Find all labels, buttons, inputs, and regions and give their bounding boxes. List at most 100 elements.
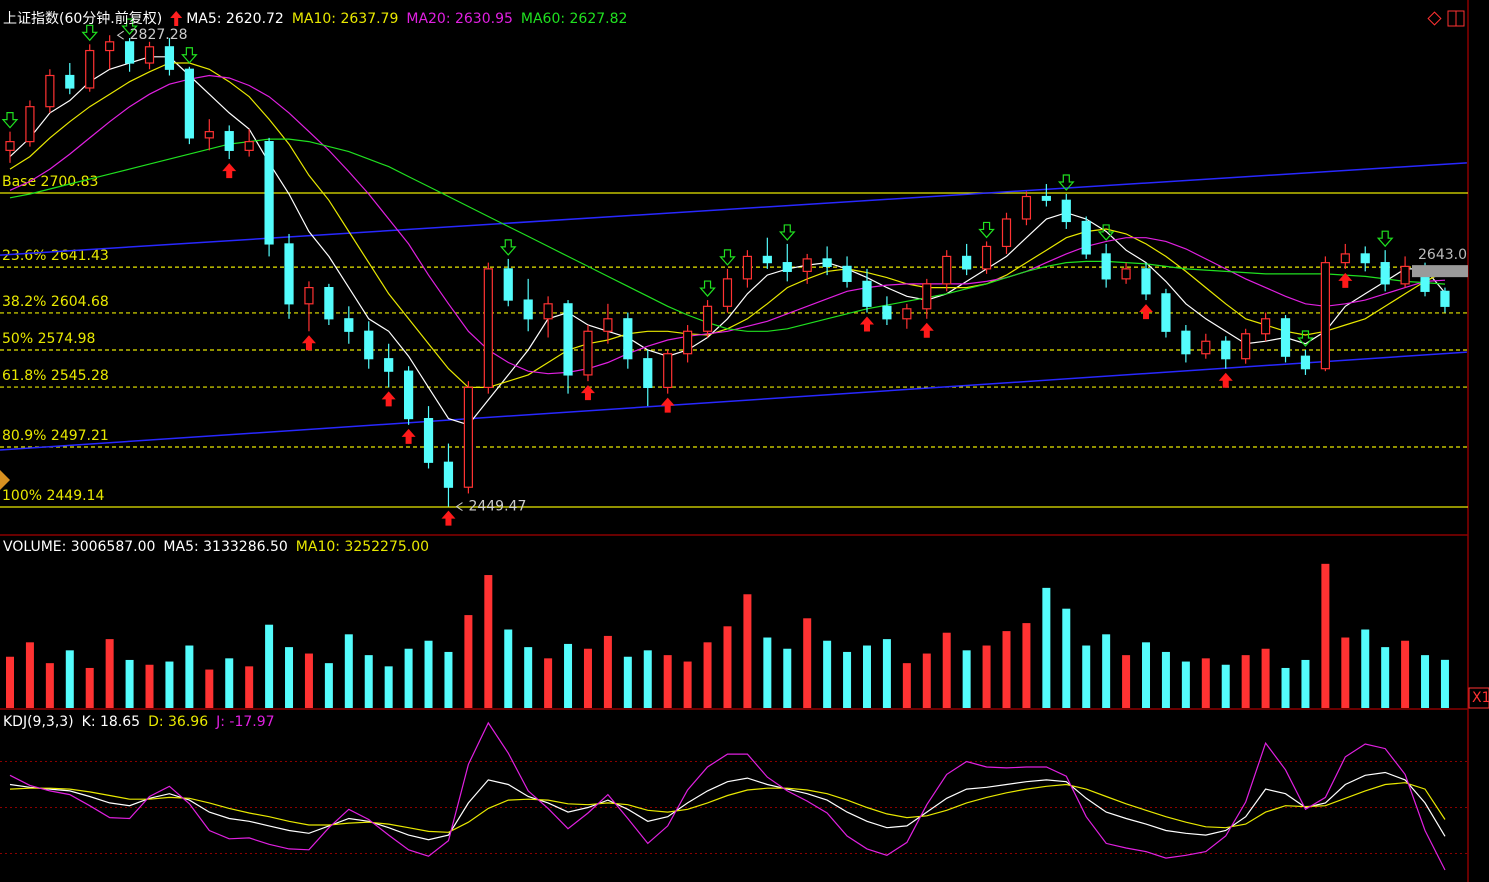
candle-body bbox=[802, 258, 812, 272]
volume-bar bbox=[1281, 667, 1290, 708]
sell-signal bbox=[1097, 224, 1115, 241]
candle-body bbox=[1061, 199, 1071, 223]
scroll-handle[interactable] bbox=[0, 470, 10, 490]
annotation-pointer bbox=[455, 502, 463, 512]
volume-bar bbox=[603, 635, 612, 708]
volume-bar bbox=[265, 624, 274, 708]
volume-bar bbox=[504, 629, 513, 708]
volume-bar bbox=[663, 655, 672, 708]
candle-body bbox=[742, 255, 753, 280]
volume-title: VOLUME: 3006587.00 bbox=[3, 539, 155, 555]
candle-body bbox=[623, 318, 633, 360]
buy-signal bbox=[301, 335, 316, 351]
candle-body bbox=[663, 353, 673, 389]
candle-body bbox=[822, 258, 832, 267]
legend-entry: MA60: 2627.82 bbox=[521, 11, 628, 27]
candle-body bbox=[1181, 330, 1191, 355]
volume-bar bbox=[225, 658, 234, 708]
volume-bar bbox=[703, 642, 712, 708]
candle-body bbox=[45, 74, 55, 108]
sell-signal bbox=[499, 239, 517, 256]
volume-bar bbox=[1201, 658, 1210, 708]
candle-body bbox=[443, 461, 454, 488]
candle-body bbox=[1280, 318, 1291, 357]
volume-bar bbox=[484, 575, 493, 708]
sell-signal bbox=[1297, 330, 1314, 347]
scale-button[interactable]: X1 bbox=[1472, 690, 1489, 706]
legend-entry: D: 36.96 bbox=[148, 714, 208, 730]
candle-body bbox=[244, 141, 254, 151]
kdj-title: KDJ(9,3,3) bbox=[3, 714, 74, 730]
volume-bar bbox=[205, 669, 214, 708]
volume-bar bbox=[1142, 642, 1151, 708]
candle-body bbox=[1121, 268, 1131, 280]
candle-body bbox=[1001, 218, 1012, 248]
sell-signal bbox=[121, 18, 138, 35]
volume-bar bbox=[145, 664, 154, 708]
candle-body bbox=[1041, 195, 1051, 201]
volume-bar bbox=[1082, 645, 1091, 708]
candle-body bbox=[304, 286, 314, 305]
scale-button-box[interactable] bbox=[1468, 687, 1489, 709]
candle-body bbox=[563, 303, 573, 376]
buy-signal bbox=[859, 316, 874, 332]
volume-bar bbox=[823, 640, 832, 708]
volume-bar bbox=[683, 661, 692, 708]
volume-bar bbox=[623, 656, 632, 708]
buy-signal bbox=[441, 510, 456, 526]
ma-line bbox=[9, 74, 1446, 375]
candle-body bbox=[1201, 340, 1211, 355]
candle-body bbox=[1101, 253, 1111, 280]
candle-body bbox=[124, 41, 135, 64]
sell-signal bbox=[699, 280, 716, 297]
buy-signal bbox=[660, 397, 675, 413]
candle-body bbox=[643, 358, 653, 389]
candle-body bbox=[543, 303, 553, 320]
volume-bar bbox=[1440, 659, 1449, 708]
legend-entry: MA5: 2620.72 bbox=[186, 11, 284, 27]
annotation-pointer bbox=[116, 30, 124, 40]
volume-bar bbox=[882, 639, 891, 708]
candle-body bbox=[782, 262, 792, 272]
volume-bar bbox=[803, 618, 812, 708]
candle-body bbox=[184, 68, 194, 139]
sell-signal bbox=[978, 221, 995, 239]
candle-body bbox=[144, 46, 155, 64]
buy-signal bbox=[401, 428, 416, 444]
volume-bar bbox=[1002, 631, 1011, 708]
diamond-icon[interactable] bbox=[1427, 11, 1442, 26]
kdj-line bbox=[9, 782, 1446, 833]
volume-bar bbox=[185, 645, 194, 708]
buy-signal bbox=[580, 385, 595, 401]
candle-body bbox=[683, 330, 693, 355]
volume-bar bbox=[1022, 623, 1031, 708]
volume-bar bbox=[165, 661, 174, 708]
candle-body bbox=[1320, 262, 1330, 370]
candle-body bbox=[962, 255, 972, 270]
candle-body bbox=[1400, 265, 1410, 285]
volume-bar bbox=[743, 594, 752, 708]
annotation-label: 2827.28 bbox=[130, 27, 188, 43]
candle-body bbox=[702, 305, 713, 332]
fib-level-label: Base 2700.83 bbox=[2, 174, 98, 190]
candle-body bbox=[762, 255, 772, 264]
volume-bar bbox=[902, 663, 911, 708]
volume-bar bbox=[1421, 655, 1430, 708]
volume-bar bbox=[1221, 664, 1230, 708]
fib-level-label: 38.2% 2604.68 bbox=[2, 294, 109, 310]
channel-line bbox=[0, 351, 1467, 451]
candle-body bbox=[404, 370, 414, 420]
volume-bar bbox=[324, 663, 333, 708]
fib-level-label: 23.6% 2641.43 bbox=[2, 248, 109, 264]
candle-body bbox=[882, 305, 892, 320]
volume-bar bbox=[45, 663, 54, 708]
fib-level-label: 100% 2449.14 bbox=[2, 488, 104, 504]
candle-body bbox=[1380, 262, 1390, 285]
volume-bar bbox=[424, 640, 433, 708]
volume-bar bbox=[1042, 587, 1051, 708]
volume-bar bbox=[982, 645, 991, 708]
volume-bar bbox=[763, 637, 772, 708]
candle-body bbox=[922, 283, 932, 310]
sell-signal bbox=[181, 47, 198, 64]
